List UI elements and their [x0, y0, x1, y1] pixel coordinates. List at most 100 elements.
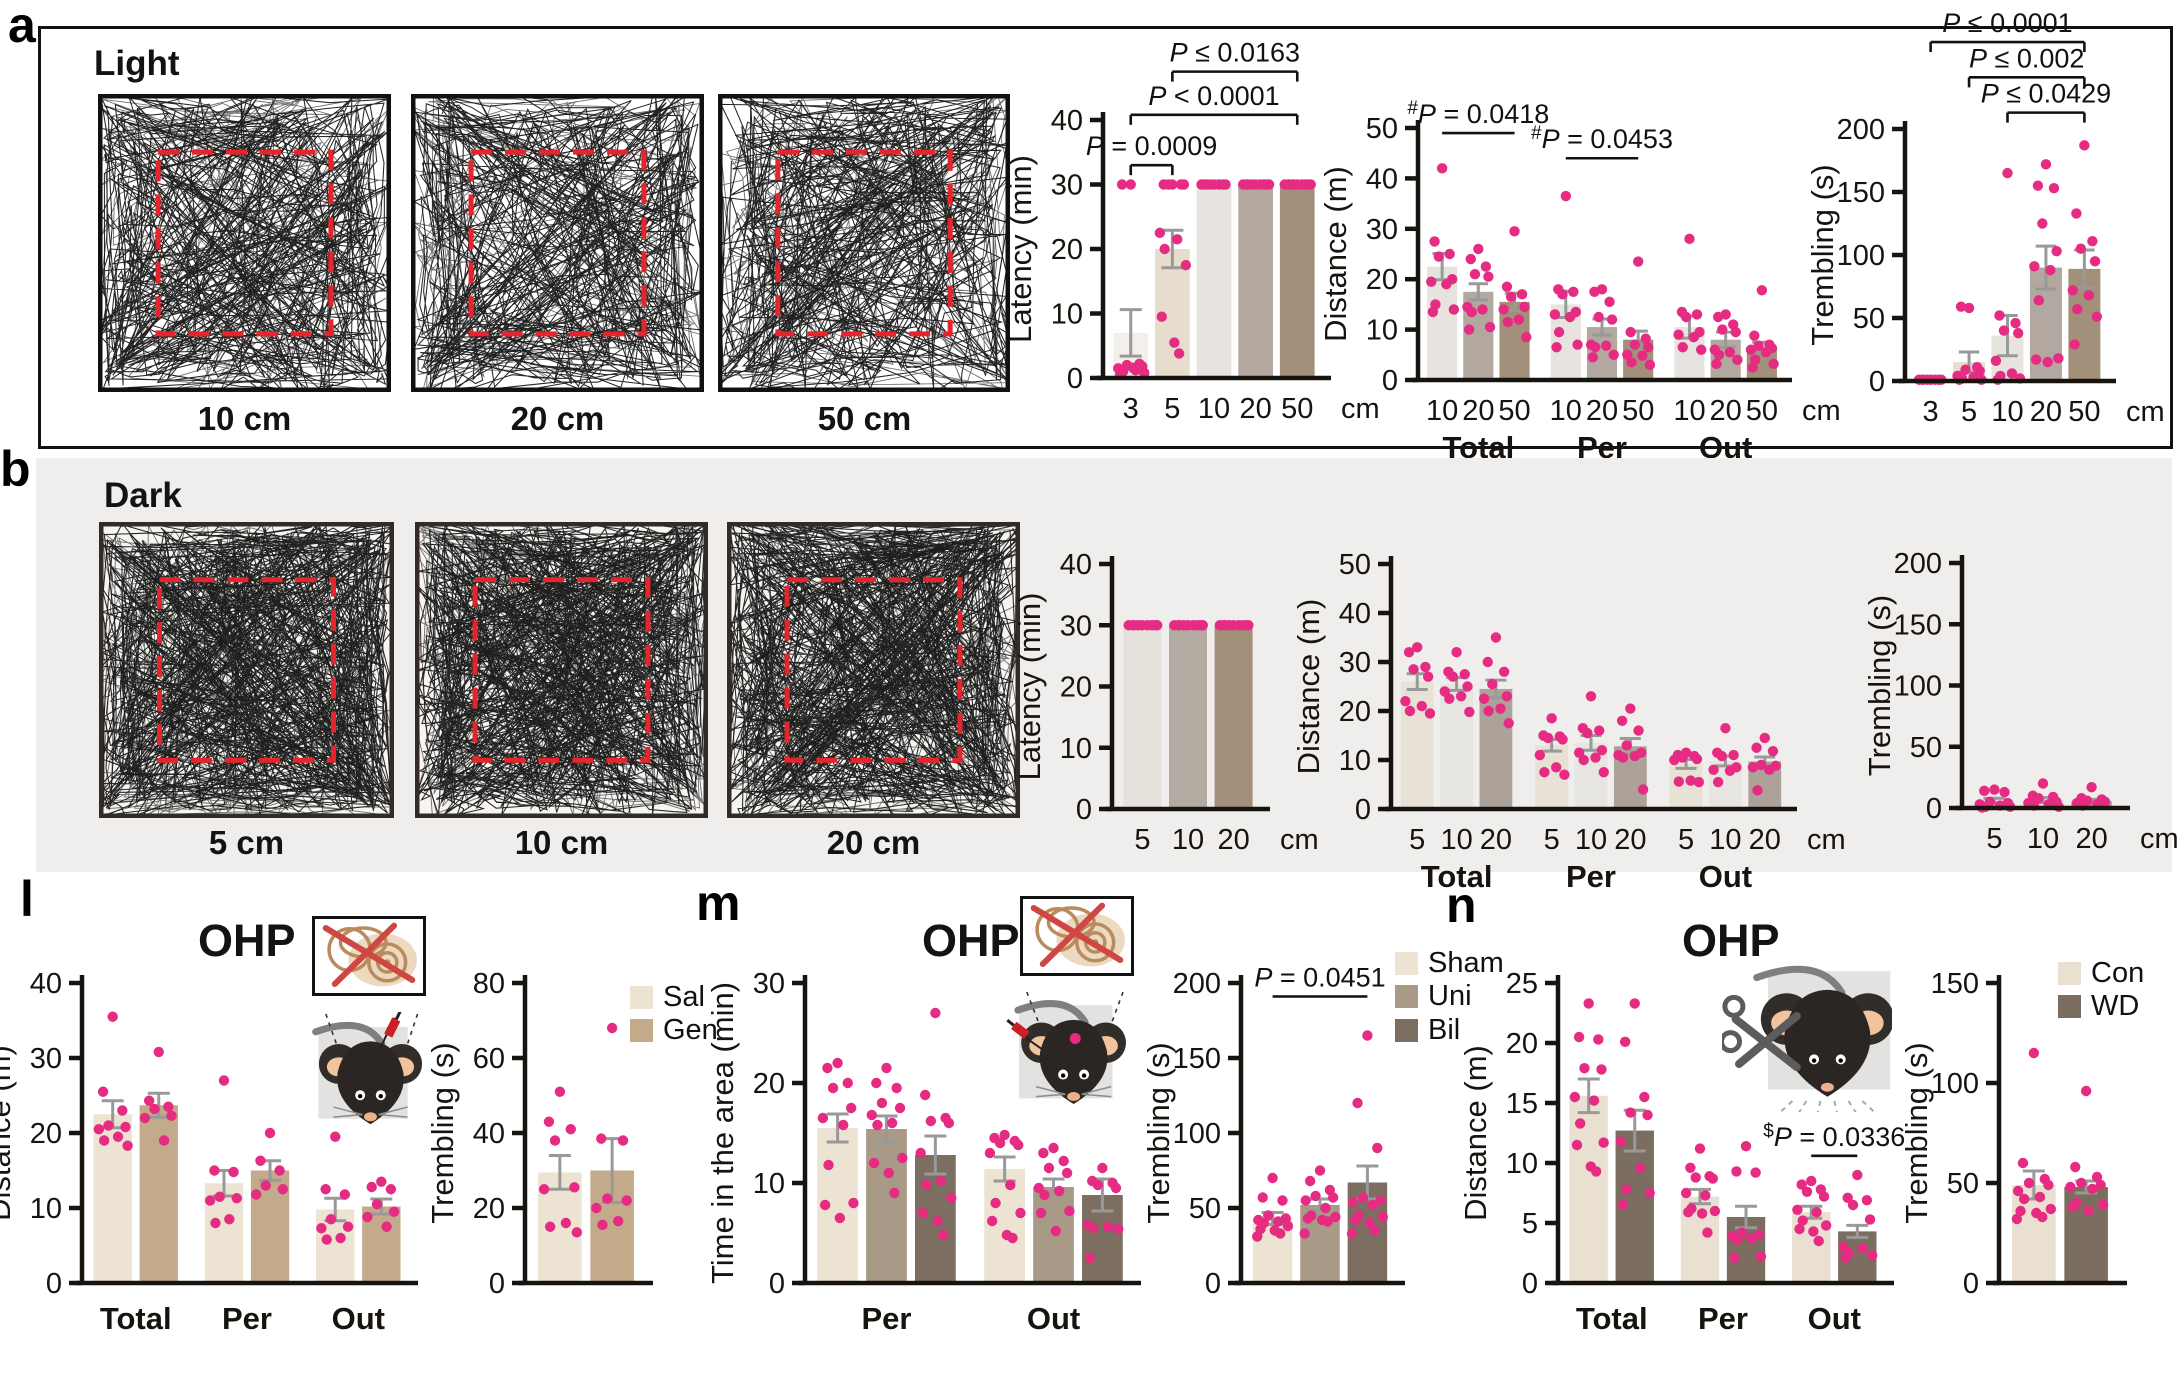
- track-plot-label: 20 cm: [826, 824, 921, 861]
- cochlea-crossed-icon: [1020, 896, 1134, 976]
- trembling-chart-dark: 0 50 100 150 200 5 10 20 cm Trembling (s): [1862, 548, 2177, 855]
- svg-text:50: 50: [2068, 396, 2100, 428]
- svg-text:50: 50: [1910, 732, 1942, 764]
- svg-text:#P = 0.0453: #P = 0.0453: [1531, 123, 1673, 154]
- svg-text:cm: cm: [1280, 824, 1319, 856]
- track-plot-dark-20cm: [727, 522, 1020, 818]
- svg-text:10: 10: [1440, 824, 1472, 856]
- svg-text:10: 10: [753, 1168, 785, 1200]
- legend-sham-uni-bil: Sham Uni Bil: [1395, 948, 1504, 1045]
- svg-text:Out: Out: [1027, 1301, 1080, 1336]
- legend-label: Uni: [1428, 980, 1472, 1013]
- svg-text:0: 0: [489, 1268, 505, 1300]
- panel-l-title: OHP: [198, 915, 296, 966]
- svg-text:Distance (m): Distance (m): [1458, 1045, 1493, 1221]
- svg-text:20: 20: [1462, 395, 1494, 427]
- trembling-chart-ohp-labyrinthectomy: 0 50 100 150 200 Trembling (s) P = 0.0451: [1141, 963, 1405, 1300]
- legend-item-gen: Gen: [630, 1015, 718, 1046]
- svg-text:0: 0: [1076, 794, 1092, 826]
- svg-text:30: 30: [1051, 170, 1083, 202]
- svg-text:50: 50: [1622, 395, 1654, 427]
- mouse-syringe-illustration: [312, 1012, 423, 1125]
- svg-text:30: 30: [1339, 647, 1371, 679]
- svg-text:200: 200: [1894, 548, 1942, 580]
- svg-text:Trembling (s): Trembling (s): [1899, 1042, 1934, 1223]
- legend-swatch: [2058, 995, 2081, 1019]
- svg-text:40: 40: [473, 1118, 505, 1150]
- trembling-chart-ohp-whisker: 0 50 100 150 Trembling (s): [1899, 968, 2127, 1300]
- track-plot-light-20cm: [411, 94, 704, 392]
- svg-text:Total: Total: [1421, 859, 1493, 894]
- svg-text:20: 20: [1339, 696, 1371, 728]
- svg-text:Out: Out: [1808, 1301, 1861, 1336]
- svg-text:10: 10: [1575, 824, 1607, 856]
- svg-text:40: 40: [1051, 105, 1083, 137]
- legend-con-wd: Con WD: [2058, 958, 2144, 1022]
- legend-item-sham: Sham: [1395, 948, 1504, 978]
- legend-item-uni: Uni: [1395, 980, 1504, 1013]
- svg-text:0: 0: [1382, 365, 1398, 397]
- svg-text:P ≤ 0.0001: P ≤ 0.0001: [1942, 8, 2072, 38]
- svg-text:100: 100: [1894, 671, 1942, 703]
- track-plot-label: 10 cm: [197, 400, 292, 437]
- svg-text:20: 20: [1217, 824, 1249, 856]
- svg-text:10: 10: [1426, 395, 1458, 427]
- svg-text:150: 150: [1173, 1043, 1221, 1075]
- svg-text:Per: Per: [222, 1301, 272, 1336]
- legend-label: Con: [2091, 957, 2145, 989]
- svg-text:20: 20: [1051, 234, 1083, 266]
- svg-text:0: 0: [1522, 1268, 1538, 1300]
- svg-text:10: 10: [2027, 823, 2059, 855]
- panel-m-letter: m: [696, 875, 741, 931]
- svg-text:Trembling (s): Trembling (s): [1141, 1042, 1176, 1223]
- svg-text:Per: Per: [1698, 1301, 1748, 1336]
- distance-chart-ohp-gentamicin: Total Per Out 0 10 20 30 40 Distance (m): [0, 968, 418, 1336]
- track-plot-dark-5cm: [99, 522, 394, 818]
- cochlea-crossed-icon: [312, 916, 426, 996]
- svg-text:0: 0: [1869, 366, 1885, 398]
- svg-text:Time in the area (min): Time in the area (min): [705, 982, 740, 1284]
- svg-text:50: 50: [1746, 395, 1778, 427]
- svg-text:20: 20: [1366, 264, 1398, 296]
- svg-text:cm: cm: [1802, 395, 1841, 427]
- svg-text:20: 20: [30, 1118, 62, 1150]
- svg-text:50: 50: [1947, 1168, 1979, 1200]
- svg-text:10: 10: [30, 1193, 62, 1225]
- svg-text:30: 30: [30, 1043, 62, 1075]
- svg-text:10: 10: [1198, 393, 1230, 425]
- svg-text:20: 20: [1480, 824, 1512, 856]
- svg-text:#P = 0.0418: #P = 0.0418: [1407, 98, 1549, 129]
- legend-item-wd: WD: [2058, 990, 2144, 1023]
- svg-text:0: 0: [1963, 1268, 1979, 1300]
- svg-text:30: 30: [1060, 610, 1092, 642]
- svg-text:P ≤ 0.002: P ≤ 0.002: [1969, 43, 2084, 73]
- svg-text:40: 40: [1339, 598, 1371, 630]
- svg-text:20: 20: [1710, 395, 1742, 427]
- svg-text:50: 50: [1281, 393, 1313, 425]
- svg-text:50: 50: [1498, 395, 1530, 427]
- svg-text:Out: Out: [332, 1301, 385, 1336]
- panel-b-condition-label: Dark: [104, 476, 182, 515]
- panel-n-title: OHP: [1682, 915, 1780, 966]
- svg-text:20: 20: [2030, 396, 2062, 428]
- track-plot-light-10cm: [98, 94, 391, 392]
- svg-text:Trembling (s): Trembling (s): [1805, 164, 1840, 345]
- svg-text:150: 150: [1894, 609, 1942, 641]
- svg-text:10: 10: [1991, 396, 2023, 428]
- svg-text:Distance (m): Distance (m): [1318, 166, 1353, 342]
- svg-text:50: 50: [1366, 113, 1398, 145]
- svg-text:100: 100: [1931, 1068, 1979, 1100]
- svg-text:50: 50: [1339, 549, 1371, 581]
- svg-text:Out: Out: [1699, 859, 1752, 894]
- track-plot-label: 20 cm: [510, 400, 605, 437]
- svg-text:P = 0.0009: P = 0.0009: [1086, 131, 1217, 161]
- svg-text:20: 20: [1614, 824, 1646, 856]
- legend-label: WD: [2091, 990, 2140, 1023]
- track-plot-label: 5 cm: [208, 824, 285, 861]
- latency-chart-dark: 0 10 20 30 40 5 10 20 cm Latency (min): [1012, 549, 1319, 856]
- svg-text:20: 20: [753, 1068, 785, 1100]
- svg-text:20: 20: [1749, 824, 1781, 856]
- svg-text:10: 10: [1339, 745, 1371, 777]
